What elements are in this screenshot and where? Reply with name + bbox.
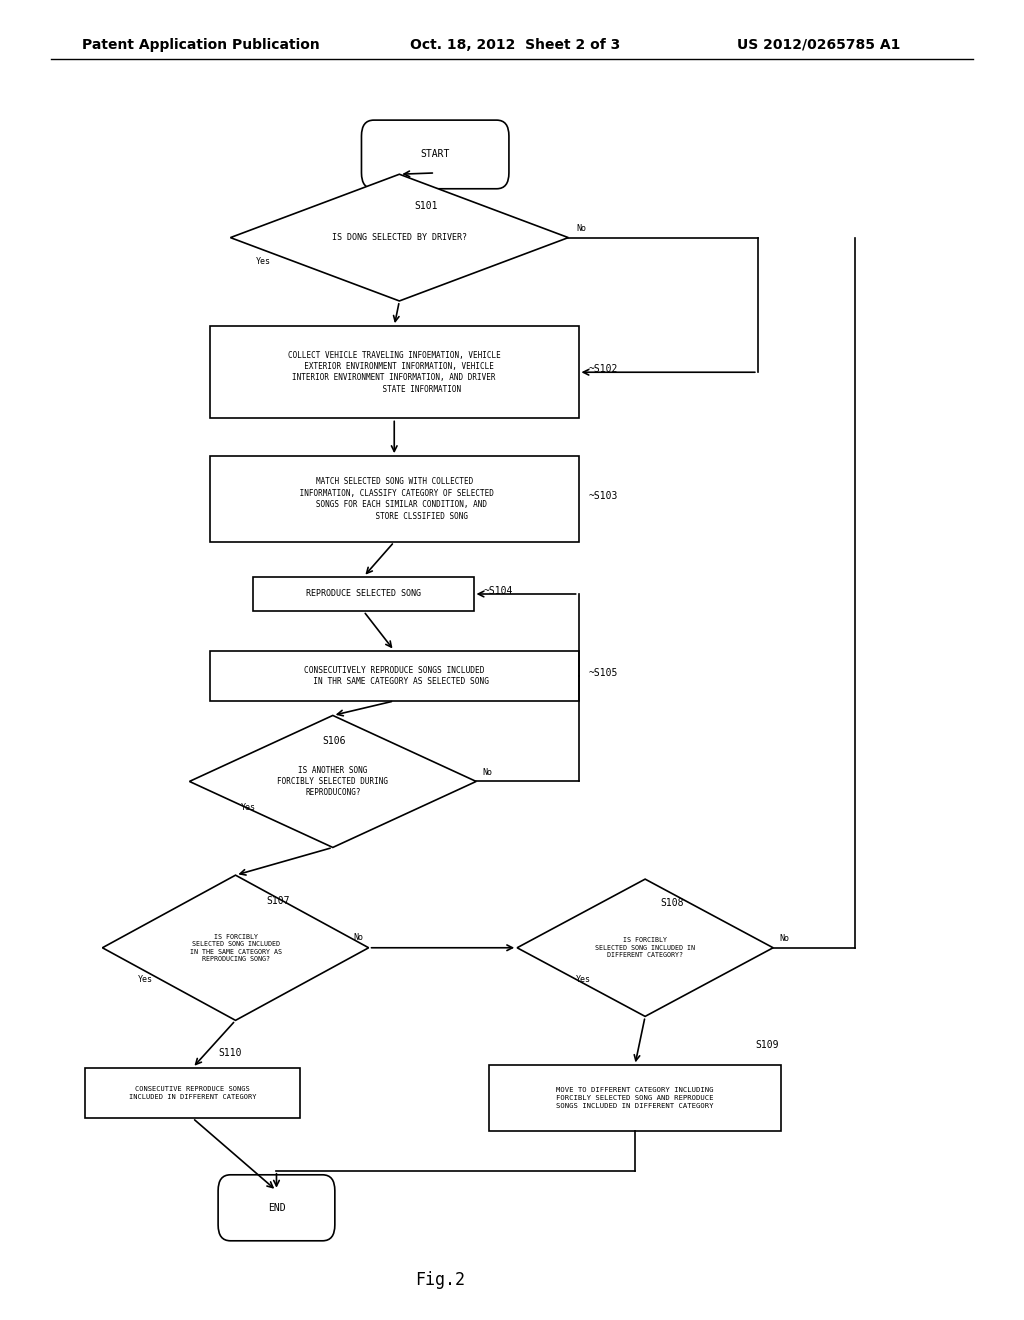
Text: US 2012/0265785 A1: US 2012/0265785 A1 [737, 38, 901, 51]
Bar [210, 455, 579, 541]
Bar [210, 651, 579, 701]
Text: ~S104: ~S104 [483, 586, 513, 597]
FancyBboxPatch shape [218, 1175, 335, 1241]
Text: Yes: Yes [241, 804, 256, 813]
Text: ~S102: ~S102 [589, 364, 618, 375]
Text: COLLECT VEHICLE TRAVELING INFOEMATION, VEHICLE
  EXTERIOR ENVIRONMENT INFORMATIO: COLLECT VEHICLE TRAVELING INFOEMATION, V… [288, 351, 501, 393]
Polygon shape [102, 875, 369, 1020]
Text: S107: S107 [266, 896, 290, 907]
Text: END: END [267, 1203, 286, 1213]
Text: IS DONG SELECTED BY DRIVER?: IS DONG SELECTED BY DRIVER? [332, 234, 467, 242]
Text: S110: S110 [218, 1048, 242, 1059]
Text: REPRODUCE SELECTED SONG: REPRODUCE SELECTED SONG [306, 590, 421, 598]
Text: Oct. 18, 2012  Sheet 2 of 3: Oct. 18, 2012 Sheet 2 of 3 [410, 38, 620, 51]
Text: Yes: Yes [138, 975, 154, 985]
Text: No: No [577, 224, 587, 234]
Bar [85, 1068, 300, 1118]
Text: S101: S101 [415, 201, 438, 211]
Text: Yes: Yes [575, 975, 591, 985]
Text: Yes: Yes [256, 257, 271, 267]
Polygon shape [230, 174, 568, 301]
Text: S106: S106 [323, 737, 346, 747]
Text: MOVE TO DIFFERENT CATEGORY INCLUDING
FORCIBLY SELECTED SONG AND REPRODUCE
SONGS : MOVE TO DIFFERENT CATEGORY INCLUDING FOR… [556, 1088, 714, 1109]
Bar [489, 1065, 780, 1131]
Text: Patent Application Publication: Patent Application Publication [82, 38, 319, 51]
Text: START: START [421, 149, 450, 160]
Text: No: No [482, 768, 493, 777]
FancyBboxPatch shape [361, 120, 509, 189]
Text: IS FORCIBLY
SELECTED SONG INCLUDED
IN THE SAME CATEGORY AS
REPRODUCING SONG?: IS FORCIBLY SELECTED SONG INCLUDED IN TH… [189, 933, 282, 962]
Text: S109: S109 [755, 1040, 778, 1051]
Text: S108: S108 [660, 898, 684, 908]
Text: IS FORCIBLY
SELECTED SONG INCLUDED IN
DIFFERENT CATEGORY?: IS FORCIBLY SELECTED SONG INCLUDED IN DI… [595, 937, 695, 958]
Bar [254, 577, 473, 611]
Text: MATCH SELECTED SONG WITH COLLECTED
 INFORMATION, CLASSIFY CATEGORY OF SELECTED
 : MATCH SELECTED SONG WITH COLLECTED INFOR… [295, 478, 494, 520]
Text: CONSECUTIVELY REPRODUCE SONGS INCLUDED
   IN THR SAME CATEGORY AS SELECTED SONG: CONSECUTIVELY REPRODUCE SONGS INCLUDED I… [299, 665, 489, 686]
Text: ~S105: ~S105 [589, 668, 618, 678]
Text: CONSECUTIVE REPRODUCE SONGS
INCLUDED IN DIFFERENT CATEGORY: CONSECUTIVE REPRODUCE SONGS INCLUDED IN … [129, 1086, 256, 1100]
Bar [210, 326, 579, 418]
Polygon shape [189, 715, 476, 847]
Text: No: No [779, 935, 790, 944]
Text: Fig.2: Fig.2 [416, 1271, 465, 1290]
Text: IS ANOTHER SONG
FORCIBLY SELECTED DURING
REPRODUCONG?: IS ANOTHER SONG FORCIBLY SELECTED DURING… [278, 766, 388, 797]
Text: ~S103: ~S103 [589, 491, 618, 502]
Polygon shape [517, 879, 773, 1016]
Text: No: No [353, 933, 364, 942]
